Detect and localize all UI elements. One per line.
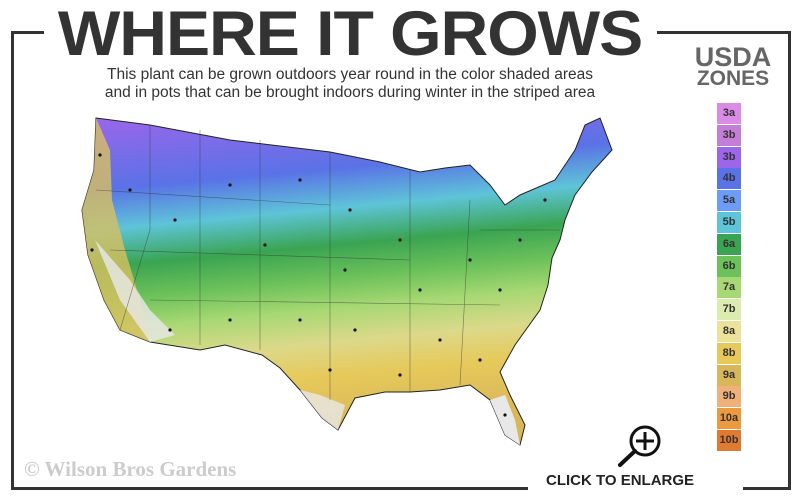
frame-bottom-right — [743, 487, 791, 490]
magnifier-plus-icon — [618, 425, 661, 467]
legend-zone-5b: 5b — [717, 211, 741, 233]
frame-right — [788, 31, 791, 490]
florida-striped-area — [490, 395, 520, 445]
page-title: WHERE IT GROWS — [57, 0, 643, 69]
subtitle-line-2: and in pots that can be brought indoors … — [104, 84, 596, 101]
enlarge-label: CLICK TO ENLARGE — [546, 472, 695, 489]
legend-zone-8a: 8a — [717, 320, 741, 342]
legend-title-line-1: USDA — [694, 42, 772, 72]
subtitle-line-1: This plant can be grown outdoors year ro… — [107, 66, 593, 83]
frame-top-right — [657, 31, 791, 34]
city-dots — [90, 153, 547, 417]
legend-zone-10b: 10b — [717, 429, 741, 451]
legend-zone-3b: 3b — [717, 124, 741, 146]
state-borders — [95, 125, 560, 400]
legend-zone-10a: 10a — [717, 408, 741, 430]
click-to-enlarge-button[interactable]: CLICK TO ENLARGE — [540, 420, 735, 495]
legend-zone-3b: 3b — [717, 146, 741, 168]
legend-zone-9a: 9a — [717, 364, 741, 386]
legend-zone-3a: 3a — [717, 103, 741, 124]
legend-title-line-2: ZONES — [696, 67, 770, 90]
subtitle: This plant can be grown outdoors year ro… — [60, 66, 640, 102]
legend-zone-6b: 6b — [717, 255, 741, 277]
frame-bottom-left — [11, 487, 528, 490]
legend-zone-5a: 5a — [717, 190, 741, 212]
frame-top-left — [11, 31, 44, 34]
legend-zone-8b: 8b — [717, 342, 741, 364]
legend-zone-6a: 6a — [717, 233, 741, 255]
us-outline — [81, 117, 613, 446]
frame-left — [11, 31, 14, 490]
legend-zone-7a: 7a — [717, 277, 741, 299]
copyright-watermark: © Wilson Bros Gardens — [24, 457, 237, 481]
legend-title: USDA ZONES — [678, 42, 788, 90]
usda-zone-map — [81, 117, 613, 446]
legend-zone-9b: 9b — [717, 386, 741, 408]
zone-legend: 3a 3b 3b 4b 5a 5b 6a 6b 7a 7b 8a 8b 9a 9b 10a 10b — [717, 103, 741, 452]
legend-zone-7b: 7b — [717, 299, 741, 321]
texas-striped-area — [300, 390, 345, 430]
southwest-desert-striped-area — [95, 240, 175, 342]
legend-zone-4b: 4b — [717, 168, 741, 190]
